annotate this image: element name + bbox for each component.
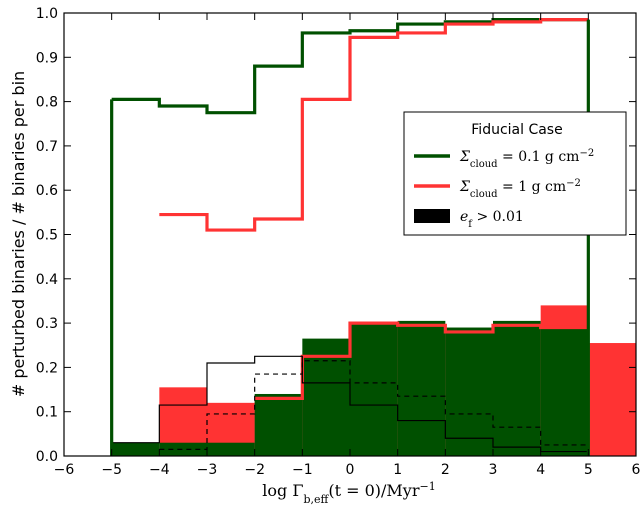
line-s1_total — [159, 18, 589, 232]
x-tick-label: 4 — [536, 462, 545, 478]
x-tick-label: −2 — [244, 462, 265, 478]
legend: Fiducial Case Σcloud = 0.1 g cm−2 Σcloud =… — [403, 111, 627, 236]
y-tick-label: 0.2 — [36, 360, 58, 376]
legend-swatch-ef — [414, 209, 450, 223]
series-thin_solid — [111, 355, 589, 453]
line-s1_ef_outline — [254, 321, 589, 401]
axes-layer: −6 −5 −4 −3 −2 −1 0 1 2 3 4 5 6 0.0 0.1 0.2 0.3 0.4 0.5 0.6… — [36, 6, 641, 478]
bar-s01_ef_fill-4 — [302, 338, 350, 456]
series-thin_dashed — [159, 360, 589, 450]
x-tick-label: −6 — [54, 462, 75, 478]
x-tick-label: 0 — [346, 462, 355, 478]
y-tick-label: 0.4 — [36, 272, 58, 288]
legend-title: Fiducial Case — [471, 122, 562, 138]
series-s1_ef_outline — [254, 321, 589, 401]
y-tick-label: 0.8 — [36, 95, 58, 111]
y-tick-label: 0.5 — [36, 228, 58, 244]
x-axis-label: log Γb,eff(t = 0)/Myr−1 — [262, 480, 435, 506]
y-tick-label: 0.7 — [36, 139, 58, 155]
y-axis-label: # perturbed binaries / # binaries per bi… — [9, 71, 28, 397]
bar-s01_ef_fill-6 — [397, 320, 446, 456]
bar-s01_ef_fill-1 — [159, 442, 207, 456]
y-tick-label: 0.6 — [36, 183, 58, 199]
bar-s01_ef_fill-2 — [207, 442, 255, 456]
x-tick-label: 6 — [632, 462, 641, 478]
x-tick-label: −4 — [149, 462, 170, 478]
line-thin_dashed — [159, 360, 589, 450]
bar-s01_ef_fill-3 — [254, 393, 303, 456]
x-tick-label: 2 — [441, 462, 450, 478]
y-tick-label: 0.1 — [36, 405, 58, 421]
bar-s01_ef_fill-9 — [540, 327, 589, 456]
y-tick-label: 0.3 — [36, 316, 58, 332]
x-tick-label: −5 — [101, 462, 122, 478]
legend-label-s1: Σcloud = 1 g cm−2 — [459, 178, 581, 200]
y-tick-label: 0.9 — [36, 50, 58, 66]
y-tick-label: 0.0 — [36, 449, 58, 465]
legend-label-ef: ef > 0.01 — [460, 209, 524, 230]
y-tick-label: 1.0 — [36, 6, 58, 22]
series-s01_ef_fill — [111, 320, 589, 456]
plot-layer — [110, 18, 636, 456]
bar-s01_ef_fill-7 — [445, 327, 493, 456]
x-tick-label: 3 — [489, 462, 498, 478]
bar-s01_ef_fill-8 — [493, 320, 541, 456]
x-tick-label: 5 — [584, 462, 593, 478]
legend-label-s01: Σcloud = 0.1 g cm−2 — [459, 148, 594, 170]
series-s1_total — [159, 18, 589, 232]
bar-s01_ef_fill-0 — [111, 442, 160, 456]
x-tick-label: −1 — [292, 462, 313, 478]
bar-s1_ef_fill-10 — [588, 343, 636, 456]
bar-s01_ef_fill-5 — [350, 323, 398, 456]
line-thin_solid — [111, 355, 589, 453]
x-tick-label: −3 — [197, 462, 218, 478]
x-tick-label: 1 — [393, 462, 402, 478]
